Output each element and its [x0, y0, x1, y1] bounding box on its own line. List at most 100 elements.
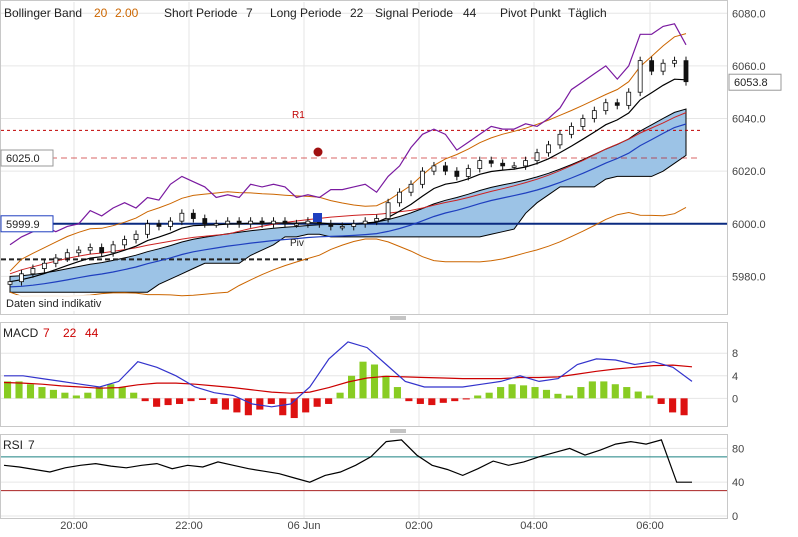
rsi-legend: RSI 7 — [3, 438, 35, 452]
candle-body — [351, 223, 357, 227]
macd-title: MACD — [3, 326, 39, 340]
candle-body — [282, 220, 288, 225]
macd-histogram-bar — [221, 398, 229, 410]
macd-layer — [3, 341, 693, 419]
macd-histogram-bar — [508, 384, 516, 399]
price-tick-label: 6000.0 — [732, 219, 766, 231]
candle-body — [683, 60, 689, 83]
candle-body — [7, 281, 13, 285]
macd-histogram-bar — [554, 393, 562, 399]
macd-histogram-bar — [611, 384, 619, 399]
candle-body — [305, 220, 311, 225]
x-tick-label: 06 Jun — [287, 520, 320, 532]
candle-body — [225, 220, 231, 225]
short-ma-line — [9, 78, 687, 283]
candle-body — [385, 202, 391, 219]
candle-body — [76, 249, 82, 254]
rsi-line — [3, 439, 692, 483]
macd-histogram-bar — [118, 387, 126, 399]
candle-body — [614, 102, 620, 106]
macd-histogram-bar — [600, 381, 608, 399]
axes: 20:00 22:00 06 Jun 02:00 04:00 06:00 6080.0 606… — [60, 8, 765, 532]
macd-histogram-bar — [646, 395, 654, 399]
candle-body — [294, 223, 299, 226]
panel-resize-handle-1[interactable] — [390, 316, 406, 320]
cloud-layer — [9, 108, 687, 293]
pivot-label: Piv — [290, 238, 304, 249]
macd-param-1: 7 — [43, 326, 50, 340]
price-tick-label: 5980.0 — [732, 271, 766, 283]
legend-short-label: Short Periode — [164, 6, 238, 20]
candle-body — [328, 223, 334, 227]
price-tag-box — [0, 215, 54, 233]
macd-histogram-bar — [542, 389, 551, 399]
macd-histogram-bar — [669, 398, 677, 413]
candle-body — [591, 110, 597, 119]
candle-body — [488, 160, 494, 164]
macd-histogram-bar — [15, 381, 23, 399]
bollinger-lower — [9, 206, 687, 297]
candle-body — [339, 226, 345, 229]
macd-histogram-bar — [634, 391, 642, 399]
reference-marker[interactable] — [313, 147, 323, 157]
candle-body — [190, 212, 196, 219]
candle-body — [145, 223, 150, 235]
candle-body — [99, 247, 105, 254]
legend-signal-label: Signal Periode — [375, 6, 453, 20]
candle-body — [569, 126, 574, 135]
candle-body — [637, 60, 643, 93]
legend: Bollinger Band 20 2.00 Short Periode 7 L… — [4, 6, 607, 20]
candle-body — [259, 220, 265, 225]
macd-histogram-bar — [95, 387, 103, 399]
candle-body — [580, 118, 586, 127]
macd-histogram-bar — [244, 398, 252, 416]
macd-histogram-bar — [348, 375, 356, 399]
macd-tick-label: 0 — [732, 393, 738, 405]
macd-histogram-bar — [520, 385, 528, 399]
macd-histogram-bar — [279, 398, 287, 416]
panel-resize-handle-2[interactable] — [390, 429, 406, 433]
macd-histogram-bar — [382, 375, 390, 399]
rsi-title: RSI — [3, 438, 23, 452]
macd-histogram-bar — [370, 364, 379, 399]
candle-body — [202, 218, 208, 225]
macd-histogram-bar — [256, 398, 264, 410]
macd-legend: MACD 7 22 44 — [3, 326, 99, 340]
price-tags: 6053.8 6025.0 5999.9 — [0, 73, 782, 233]
macd-signal-line — [3, 364, 693, 394]
candle-body — [523, 160, 528, 167]
candle-body — [271, 220, 276, 225]
price-tick-label: 6020.0 — [732, 166, 766, 178]
rsi-panel — [0, 434, 728, 519]
candle-body — [649, 60, 655, 72]
legend-bollinger-label: Bollinger Band — [4, 6, 82, 20]
x-tick-label: 22:00 — [175, 520, 203, 532]
price-tag: 5999.9 — [6, 219, 40, 231]
blue-marker[interactable] — [313, 213, 322, 222]
candle-body — [397, 191, 402, 204]
macd-histogram-bar — [141, 398, 149, 402]
macd-histogram-bar — [290, 398, 298, 419]
macd-histogram-bar — [267, 398, 275, 404]
macd-histogram-bar — [565, 395, 573, 399]
macd-histogram-bar — [405, 398, 413, 402]
r1-label: R1 — [292, 110, 305, 121]
signal-line — [9, 23, 687, 246]
rsi-layer — [1, 439, 727, 492]
candle-body — [19, 273, 24, 283]
candle-body — [557, 133, 563, 146]
candle-body — [672, 60, 677, 64]
macd-histogram-bar — [439, 398, 447, 403]
rsi-tick-label: 0 — [732, 511, 738, 523]
rsi-tick-label: 40 — [732, 477, 744, 489]
price-tag: 6053.8 — [734, 77, 768, 89]
candle-body — [168, 220, 173, 227]
legend-signal-value: 44 — [463, 6, 477, 20]
macd-histogram-bar — [497, 387, 505, 399]
candles — [7, 56, 689, 289]
x-tick-label: 04:00 — [520, 520, 548, 532]
macd-histogram-bar — [336, 392, 344, 399]
candle-body — [41, 262, 47, 269]
macd-histogram-bar — [451, 398, 459, 402]
macd-histogram-bar — [325, 398, 333, 404]
